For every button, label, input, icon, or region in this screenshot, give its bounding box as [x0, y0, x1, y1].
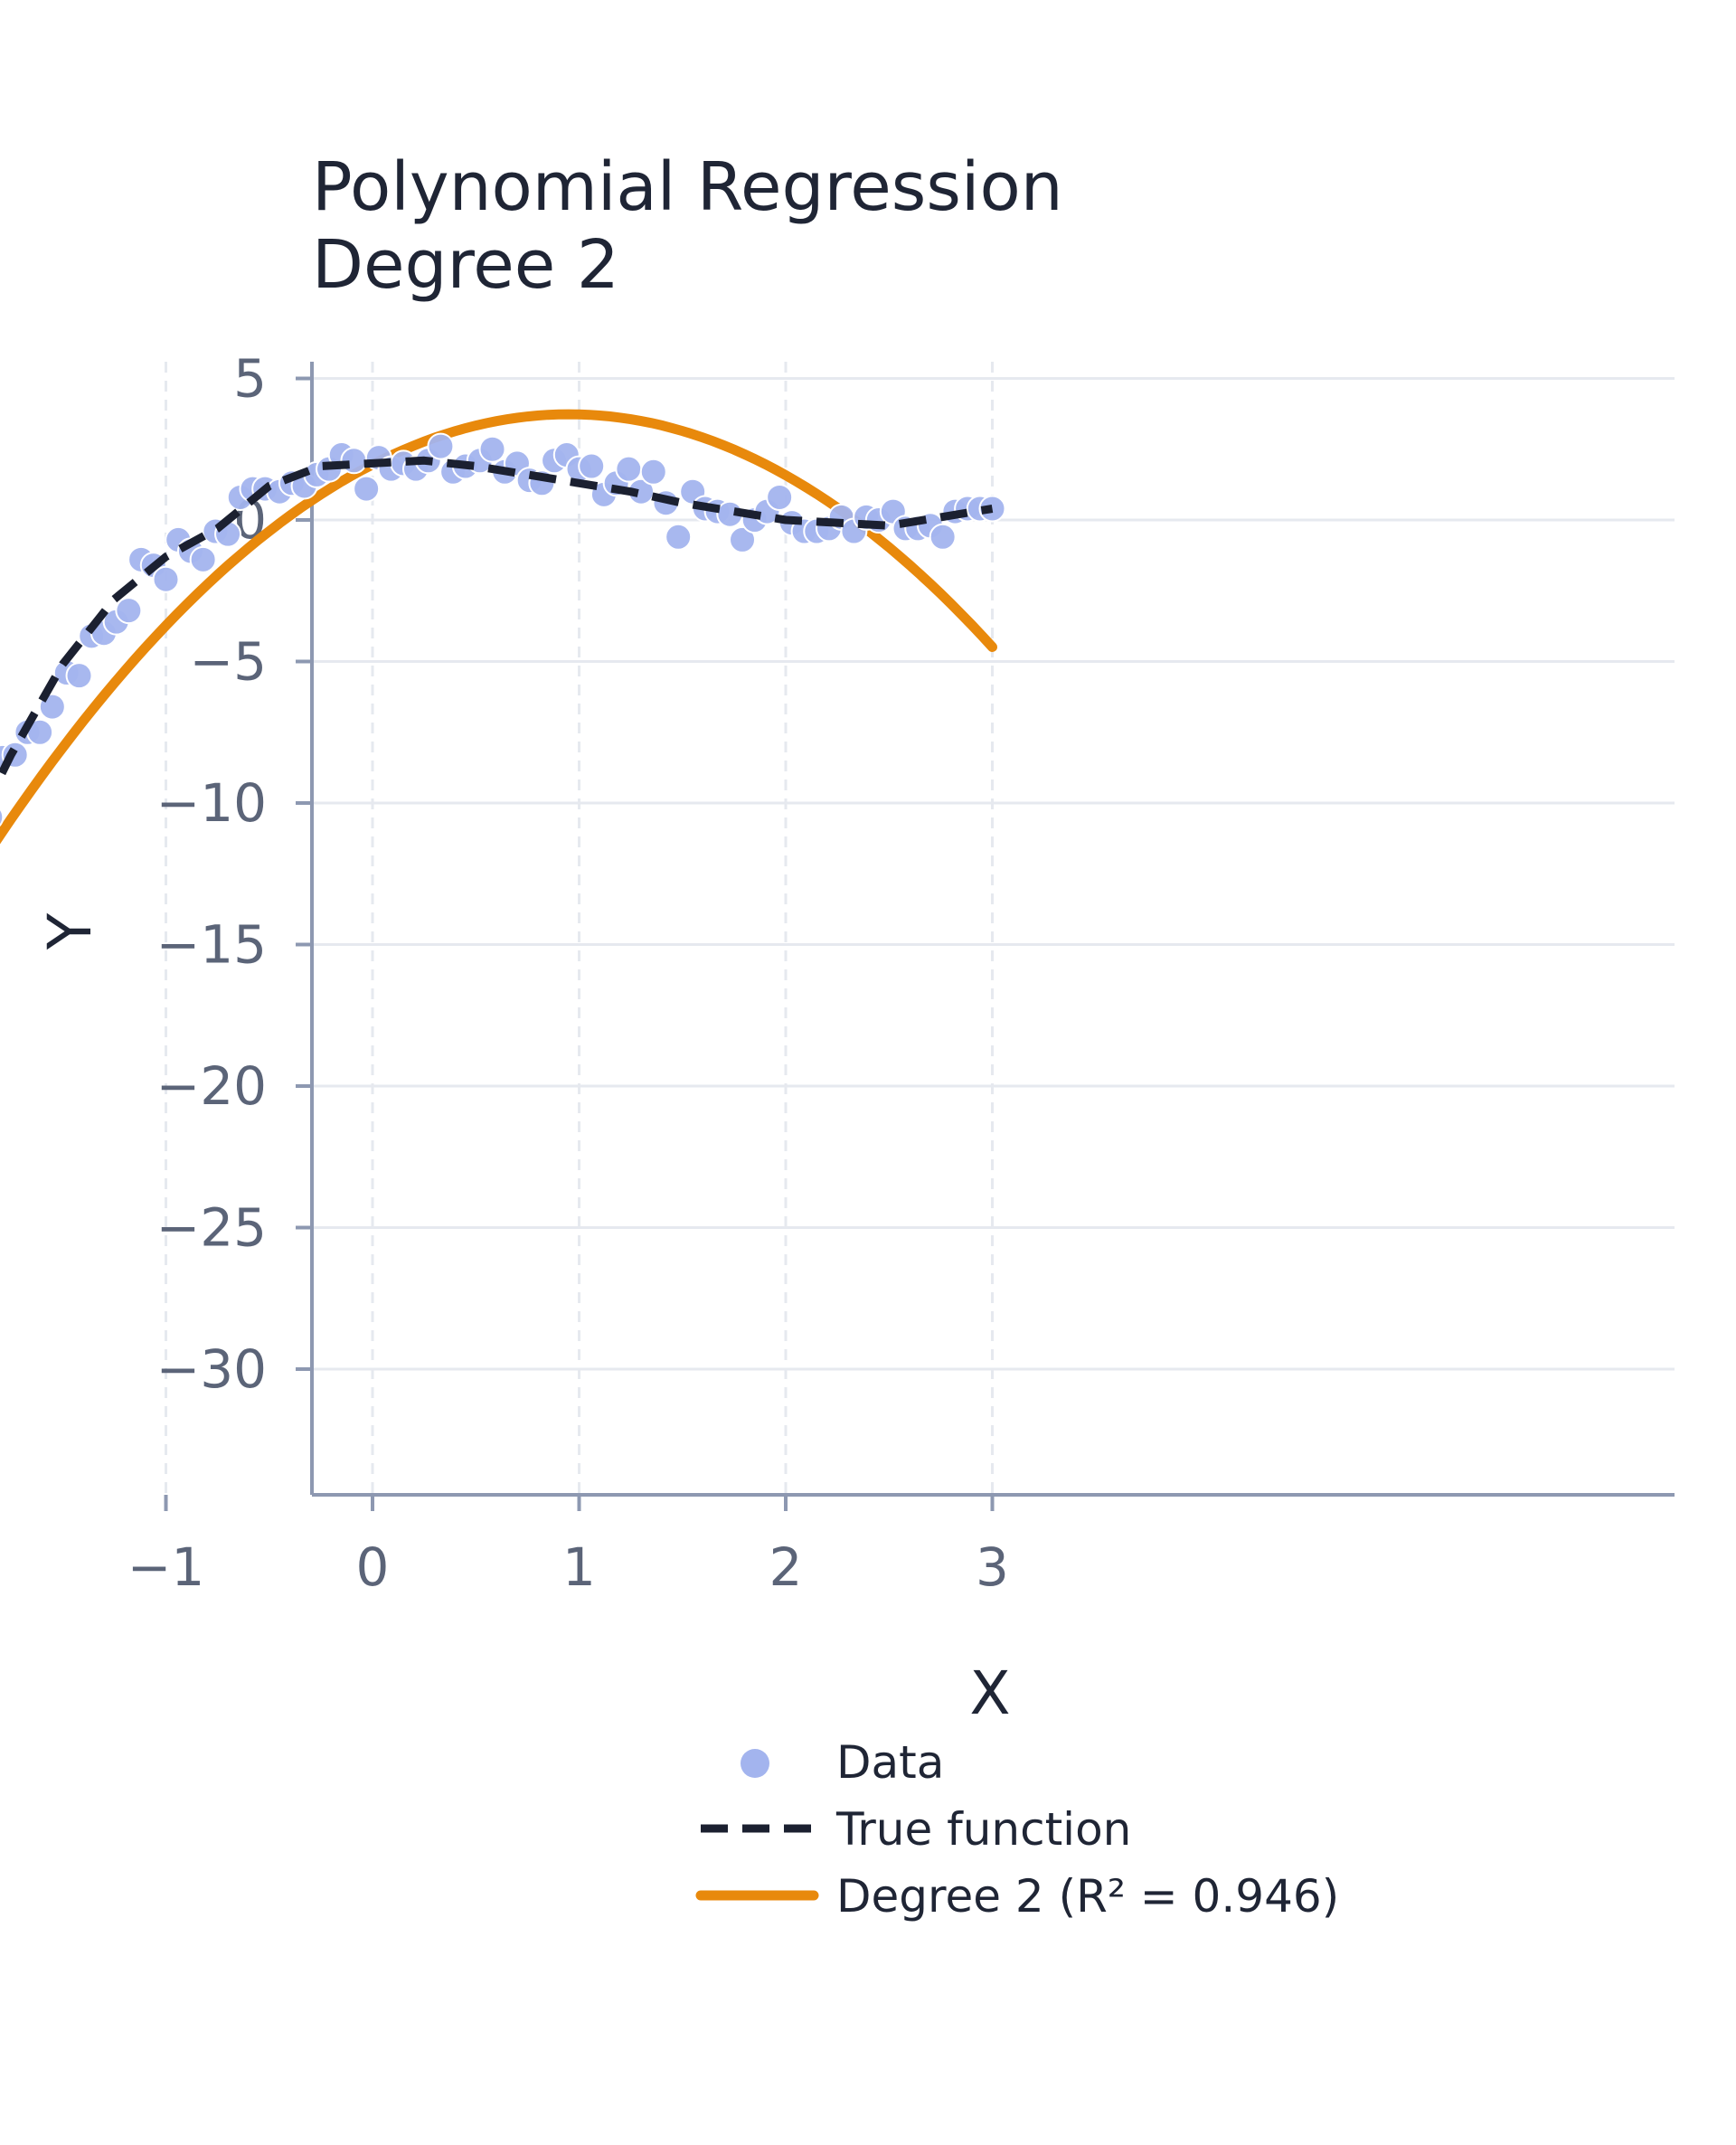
- data-point: [766, 483, 794, 511]
- data-point: [189, 545, 217, 573]
- data-point: [978, 495, 1006, 523]
- y-tick-label: −5: [190, 631, 268, 693]
- series-degree-2-fit: [0, 409, 997, 845]
- y-tick-label: −30: [156, 1338, 267, 1400]
- grid: [165, 362, 1675, 1495]
- data-point: [340, 447, 368, 475]
- legend-data-marker: [741, 1749, 769, 1778]
- x-tick-label: 2: [769, 1536, 803, 1598]
- legend: Data True function Degree 2 (R² = 0.946): [695, 1736, 1339, 1923]
- chart-title: Polynomial Regression Degree 2: [312, 148, 1063, 304]
- y-tick-label: 5: [233, 348, 267, 410]
- data-point: [152, 565, 180, 593]
- series-true-function: [0, 456, 994, 787]
- data-point: [639, 458, 667, 486]
- x-tick-label: 1: [562, 1536, 596, 1598]
- x-tick-label: 0: [356, 1536, 390, 1598]
- data-point: [578, 452, 606, 480]
- data-point: [353, 475, 381, 503]
- y-tick-label: −25: [156, 1197, 267, 1259]
- data-point: [929, 523, 957, 551]
- y-tick-label: −20: [156, 1055, 267, 1117]
- data-point: [665, 523, 693, 551]
- data-point: [115, 597, 143, 625]
- chart-title-line-1: Polynomial Regression: [312, 148, 1063, 226]
- legend-true-function-label: True function: [835, 1803, 1131, 1856]
- legend-data-label: Data: [836, 1736, 944, 1789]
- axes: [164, 362, 1675, 1511]
- y-tick-label: −15: [156, 914, 267, 976]
- data-point: [0, 808, 5, 827]
- plot-area: [0, 409, 1006, 845]
- x-tick-label: −1: [127, 1536, 205, 1598]
- data-point: [615, 455, 643, 483]
- data-point: [427, 432, 455, 460]
- x-axis-label: X: [969, 1658, 1010, 1728]
- data-point: [729, 525, 757, 553]
- y-tick-label: −10: [156, 772, 267, 834]
- data-point: [65, 662, 93, 690]
- x-tick-label: 3: [976, 1536, 1009, 1598]
- legend-fit-label: Degree 2 (R² = 0.946): [836, 1870, 1339, 1923]
- data-point: [478, 435, 506, 463]
- chart-title-line-2: Degree 2: [312, 226, 619, 304]
- y-axis-label: Y: [35, 912, 105, 950]
- y-tick-labels: 50−5−10−15−20−25−30: [156, 348, 267, 1401]
